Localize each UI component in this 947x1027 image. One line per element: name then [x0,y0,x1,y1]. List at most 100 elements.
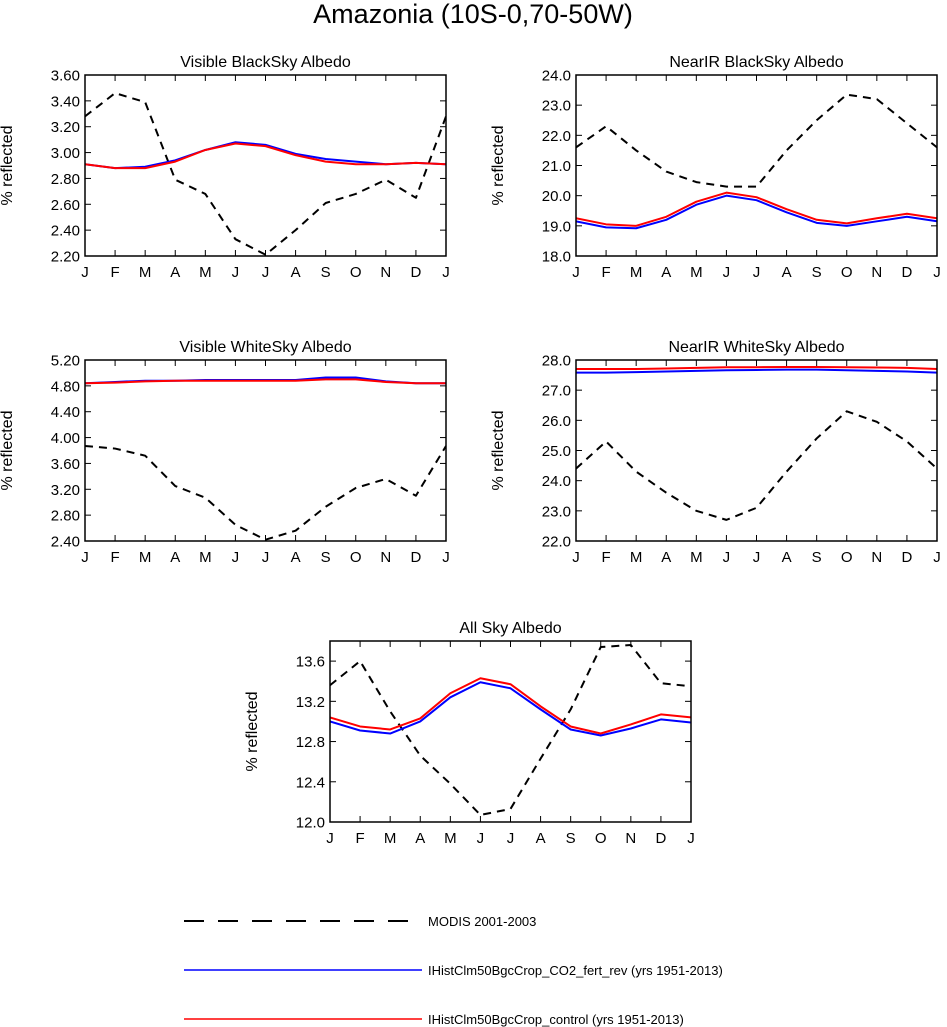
x-tick-label: J [572,264,580,281]
x-tick-label: F [355,830,364,847]
chart-title: All Sky Albedo [459,620,561,637]
x-tick-label: J [723,264,731,281]
legend-label: IHistClm50BgcCrop_control (yrs 1951-2013… [428,1012,684,1027]
x-tick-label: O [350,264,362,281]
y-tick-label: 24.0 [542,473,571,490]
x-tick-label: J [81,549,89,566]
series-line-modis [85,444,446,541]
y-tick-label: 2.80 [51,171,80,188]
x-tick-label: J [933,264,941,281]
series-line-control [576,191,937,227]
y-tick-label: 20.0 [542,188,571,205]
y-tick-label: 13.6 [296,654,325,671]
x-tick-label: J [933,549,941,566]
y-tick-label: 2.40 [51,223,80,240]
x-tick-label: N [380,264,391,281]
y-tick-label: 2.80 [51,508,80,525]
series-line-modis [576,93,937,188]
y-tick-label: 2.20 [51,249,80,266]
x-tick-label: J [572,549,580,566]
plot-frame [575,359,938,542]
legend-item-control: IHistClm50BgcCrop_control (yrs 1951-2013… [184,1012,684,1027]
x-tick-label: A [291,264,301,281]
y-axis-label: % reflected [0,410,16,490]
y-tick-label: 22.0 [542,534,571,551]
legend-label: MODIS 2001-2003 [428,914,536,929]
x-tick-label: J [753,549,761,566]
y-tick-label: 26.0 [542,413,571,430]
figure-title: Amazonia (10S-0,70-50W) [313,0,633,29]
x-tick-label: A [782,264,792,281]
y-tick-label: 3.00 [51,145,80,162]
y-tick-label: 24.0 [542,68,571,85]
y-tick-label: 4.80 [51,378,80,395]
series-line-co2 [576,368,937,374]
x-tick-label: J [232,264,240,281]
x-tick-label: J [326,830,334,847]
y-axis-label: % reflected [244,691,261,771]
x-tick-label: O [350,549,362,566]
plot-frame [329,640,692,823]
x-tick-label: J [442,264,450,281]
x-tick-label: M [690,549,703,566]
chart-panel: Visible WhiteSky Albedo % reflected 2.40 2.… [0,339,450,566]
x-tick-label: M [444,830,457,847]
x-tick-label: J [262,549,270,566]
x-tick-label: J [687,830,695,847]
series-line-control [330,677,691,735]
x-tick-label: M [199,264,212,281]
y-tick-label: 5.20 [51,353,80,370]
x-tick-label: M [630,549,643,566]
y-tick-label: 13.2 [296,694,325,711]
series-line-control [576,365,937,371]
chart-panel: Visible BlackSky Albedo % reflected 2.20 2.… [0,54,450,281]
x-tick-label: S [321,264,331,281]
x-tick-label: A [170,264,180,281]
chart-panel: All Sky Albedo % reflected 12.0 12.4 12.8 13.… [244,620,695,847]
x-tick-label: J [81,264,89,281]
plot-frame [84,359,447,542]
x-tick-label: F [601,264,610,281]
plot-frame [575,74,938,257]
x-tick-label: J [753,264,761,281]
panels: Visible BlackSky Albedo % reflected 2.20 2.… [0,54,941,847]
x-tick-label: S [566,830,576,847]
x-tick-label: F [110,264,119,281]
legend-label: IHistClm50BgcCrop_CO2_fert_rev (yrs 1951… [428,963,723,978]
x-tick-label: J [232,549,240,566]
y-tick-label: 19.0 [542,218,571,235]
x-tick-label: A [415,830,425,847]
y-axis-label: % reflected [490,125,507,205]
series-line-control [85,142,446,170]
series-line-modis [330,644,691,816]
x-tick-label: F [601,549,610,566]
x-tick-label: D [901,549,912,566]
series-line-co2 [576,194,937,230]
x-tick-label: N [871,549,882,566]
series-line-control [85,378,446,385]
y-tick-label: 4.40 [51,404,80,421]
x-tick-label: S [812,549,822,566]
y-tick-label: 25.0 [542,443,571,460]
x-tick-label: J [723,549,731,566]
x-tick-label: M [139,264,152,281]
chart-title: NearIR BlackSky Albedo [669,54,843,71]
x-tick-label: A [782,549,792,566]
y-tick-label: 21.0 [542,158,571,175]
x-tick-label: J [262,264,270,281]
y-tick-label: 3.20 [51,119,80,136]
x-tick-label: M [630,264,643,281]
x-tick-label: M [199,549,212,566]
y-tick-label: 2.60 [51,197,80,214]
y-axis-label: % reflected [490,410,507,490]
x-tick-label: S [812,264,822,281]
y-tick-label: 3.40 [51,93,80,110]
plot-frame [84,74,447,257]
chart-panel: NearIR WhiteSky Albedo % reflected 22.0 23.… [490,339,941,566]
series-line-modis [576,410,937,521]
legend-item-modis: MODIS 2001-2003 [184,914,536,929]
y-tick-label: 3.60 [51,456,80,473]
y-tick-label: 3.60 [51,68,80,85]
series-line-modis [85,92,446,256]
y-tick-label: 22.0 [542,128,571,145]
